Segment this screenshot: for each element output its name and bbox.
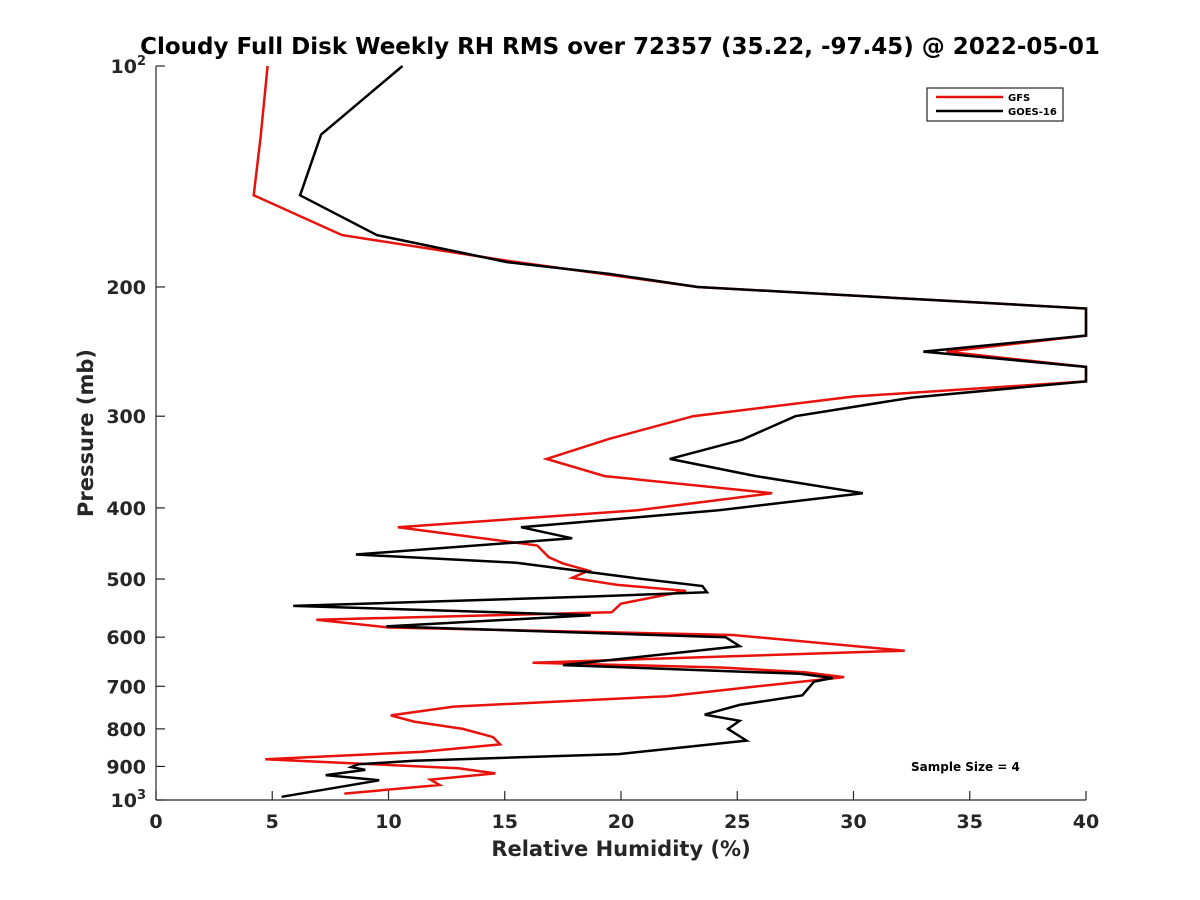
y-tick-label: 300 [106, 406, 146, 428]
legend-label-gfs: GFS [1008, 93, 1030, 104]
y-ticks: 102 200 300 400 500 600 700 800 900 103 [106, 54, 165, 812]
series-line-gfs [252, 65, 1088, 795]
sample-size-annotation: Sample Size = 4 [911, 760, 1020, 774]
series-line-goes-16 [281, 65, 1088, 799]
y-tick-label: 500 [106, 569, 146, 591]
y-tick-label: 102 [111, 54, 147, 78]
x-tick-label: 30 [840, 811, 866, 833]
x-tick-label: 20 [608, 811, 634, 833]
plot-area: 0 5 10 15 20 25 30 35 40 102 200 300 400 500 600 700 80… [106, 54, 1099, 833]
y-tick-label: 200 [106, 277, 146, 299]
series-layer [252, 65, 1088, 799]
x-axis-label: Relative Humidity (%) [491, 837, 750, 861]
chart-title: Cloudy Full Disk Weekly RH RMS over 7235… [140, 34, 1100, 60]
x-tick-label: 10 [375, 811, 401, 833]
x-tick-label: 40 [1073, 811, 1099, 833]
x-tick-label: 35 [957, 811, 983, 833]
y-tick-label: 103 [111, 788, 147, 812]
y-tick-label: 900 [106, 756, 146, 778]
x-tick-label: 25 [724, 811, 750, 833]
y-tick-label: 800 [106, 719, 146, 741]
legend-box [926, 87, 1064, 122]
legend: GFS GOES-16 [926, 87, 1064, 122]
y-tick-label: 600 [106, 627, 146, 649]
x-tick-label: 0 [149, 811, 162, 833]
x-tick-label: 5 [266, 811, 279, 833]
y-axis-label: Pressure (mb) [74, 349, 98, 517]
y-tick-label: 400 [106, 498, 146, 520]
x-ticks: 0 5 10 15 20 25 30 35 40 [149, 791, 1099, 833]
legend-label-goes16: GOES-16 [1008, 107, 1057, 118]
y-tick-label: 700 [106, 676, 146, 698]
x-tick-label: 15 [492, 811, 518, 833]
